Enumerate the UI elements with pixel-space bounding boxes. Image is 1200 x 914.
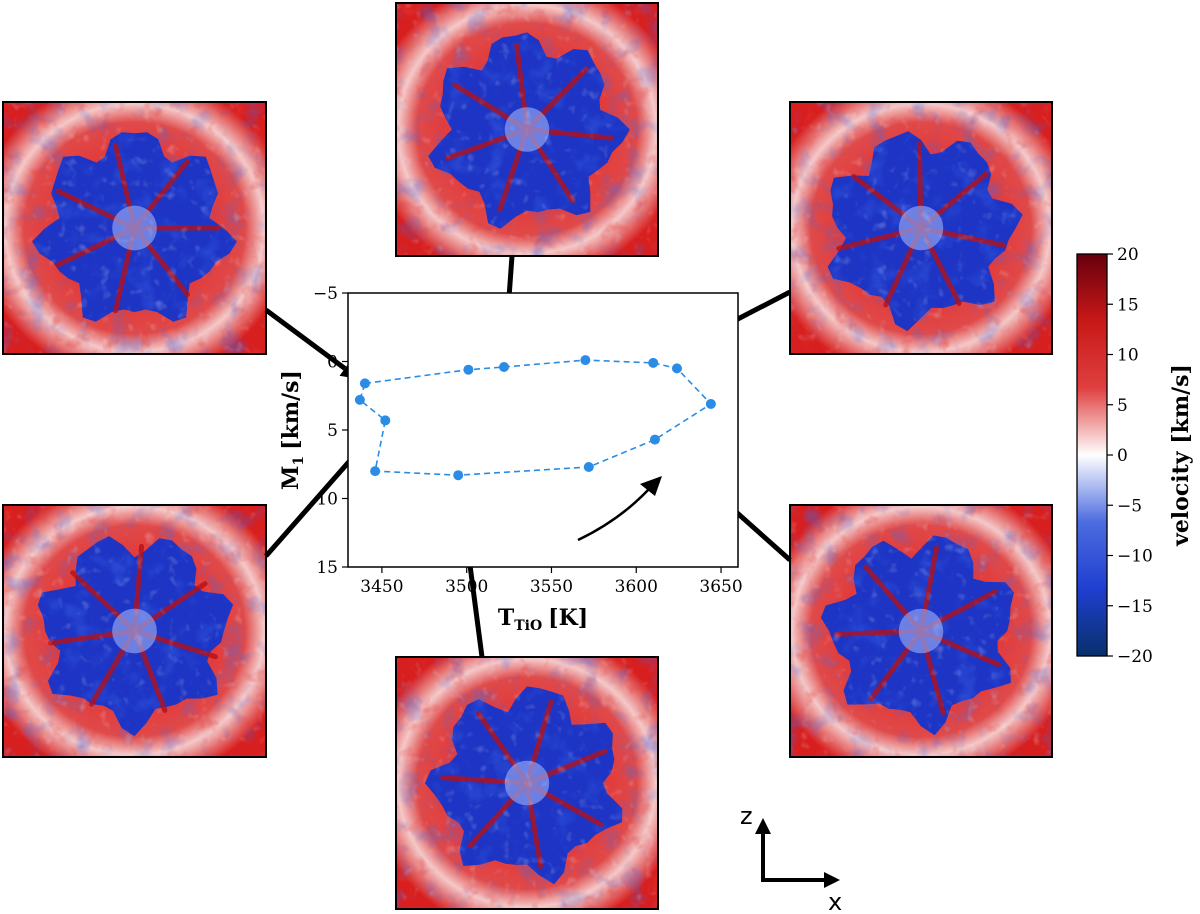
data-point bbox=[580, 355, 591, 366]
y-tick-label: 0 bbox=[327, 353, 338, 373]
x-axis-arrowhead bbox=[824, 872, 840, 888]
data-point bbox=[453, 470, 464, 481]
panel-frame bbox=[2, 504, 267, 758]
data-point bbox=[583, 461, 594, 472]
data-point bbox=[705, 398, 716, 409]
direction-arrow bbox=[577, 487, 651, 542]
x-tick-label: 3650 bbox=[699, 577, 742, 597]
y-tick-label: −5 bbox=[313, 284, 338, 304]
snapshot-panel bbox=[789, 504, 1053, 758]
panel-frame bbox=[2, 101, 267, 355]
y-axis-label: M1[km/s] bbox=[278, 370, 307, 490]
pointer-arrow-shaft bbox=[264, 307, 347, 371]
x-tick-label: 3550 bbox=[530, 577, 573, 597]
colorbar-tick-label: −20 bbox=[1117, 647, 1153, 667]
data-point bbox=[359, 378, 370, 389]
main-plot: 3450 3500 3550 3600 3650 −5 0 5 10 15 TTiO [K] M1[km… bbox=[278, 284, 743, 634]
y-tick-label: 10 bbox=[316, 490, 338, 510]
panel-frame bbox=[395, 656, 659, 910]
colorbar-tick-label: 0 bbox=[1117, 446, 1128, 466]
data-point bbox=[649, 434, 660, 445]
x-tick-label: 3500 bbox=[445, 577, 488, 597]
colorbar-label: velocity [km/s] bbox=[1168, 364, 1194, 547]
data-point bbox=[380, 415, 391, 426]
data-point bbox=[648, 357, 659, 368]
colorbar-tick-label: 15 bbox=[1117, 295, 1139, 315]
data-point bbox=[463, 364, 474, 375]
snapshot-panel bbox=[2, 504, 267, 758]
snapshot-panel bbox=[2, 101, 267, 355]
colorbar-tick-label: −10 bbox=[1117, 547, 1153, 567]
colorbar-tick-label: −5 bbox=[1117, 496, 1142, 516]
data-point bbox=[499, 361, 509, 372]
snapshot-panel bbox=[395, 2, 659, 257]
colorbar-tick-label: 20 bbox=[1117, 245, 1139, 265]
colorbar-tick-label: 5 bbox=[1117, 396, 1128, 416]
data-point bbox=[370, 466, 381, 477]
panel-frame bbox=[395, 2, 659, 257]
z-axis-label: z bbox=[740, 802, 753, 830]
direction-arrow-head bbox=[640, 476, 662, 496]
data-point bbox=[354, 394, 365, 405]
y-tick-label: 15 bbox=[316, 558, 338, 578]
colorbar-tick-label: 10 bbox=[1117, 346, 1139, 366]
colorbar-tick-label: −15 bbox=[1117, 597, 1153, 617]
snapshot-panels bbox=[2, 2, 1053, 910]
series-line bbox=[358, 359, 713, 477]
axes-indicator: zx bbox=[740, 802, 842, 914]
snapshot-panel bbox=[789, 101, 1053, 355]
x-axis-label: TTiO [K] bbox=[498, 605, 588, 634]
z-axis-arrowhead bbox=[755, 818, 771, 834]
x-axis-label-indicator: x bbox=[828, 888, 842, 914]
snapshot-panel bbox=[395, 656, 659, 910]
colorbar: 20 15 10 5 0 −5 −10 −15 −20 velocity [km/s] bbox=[1076, 245, 1194, 667]
y-tick-label: 5 bbox=[327, 421, 338, 441]
plot-frame bbox=[347, 292, 739, 568]
colorbar-bar bbox=[1076, 253, 1108, 657]
x-tick-label: 3600 bbox=[615, 577, 658, 597]
x-tick-label: 3450 bbox=[360, 577, 403, 597]
panel-frame bbox=[789, 504, 1053, 758]
data-point bbox=[671, 363, 682, 374]
panel-frame bbox=[789, 101, 1053, 355]
